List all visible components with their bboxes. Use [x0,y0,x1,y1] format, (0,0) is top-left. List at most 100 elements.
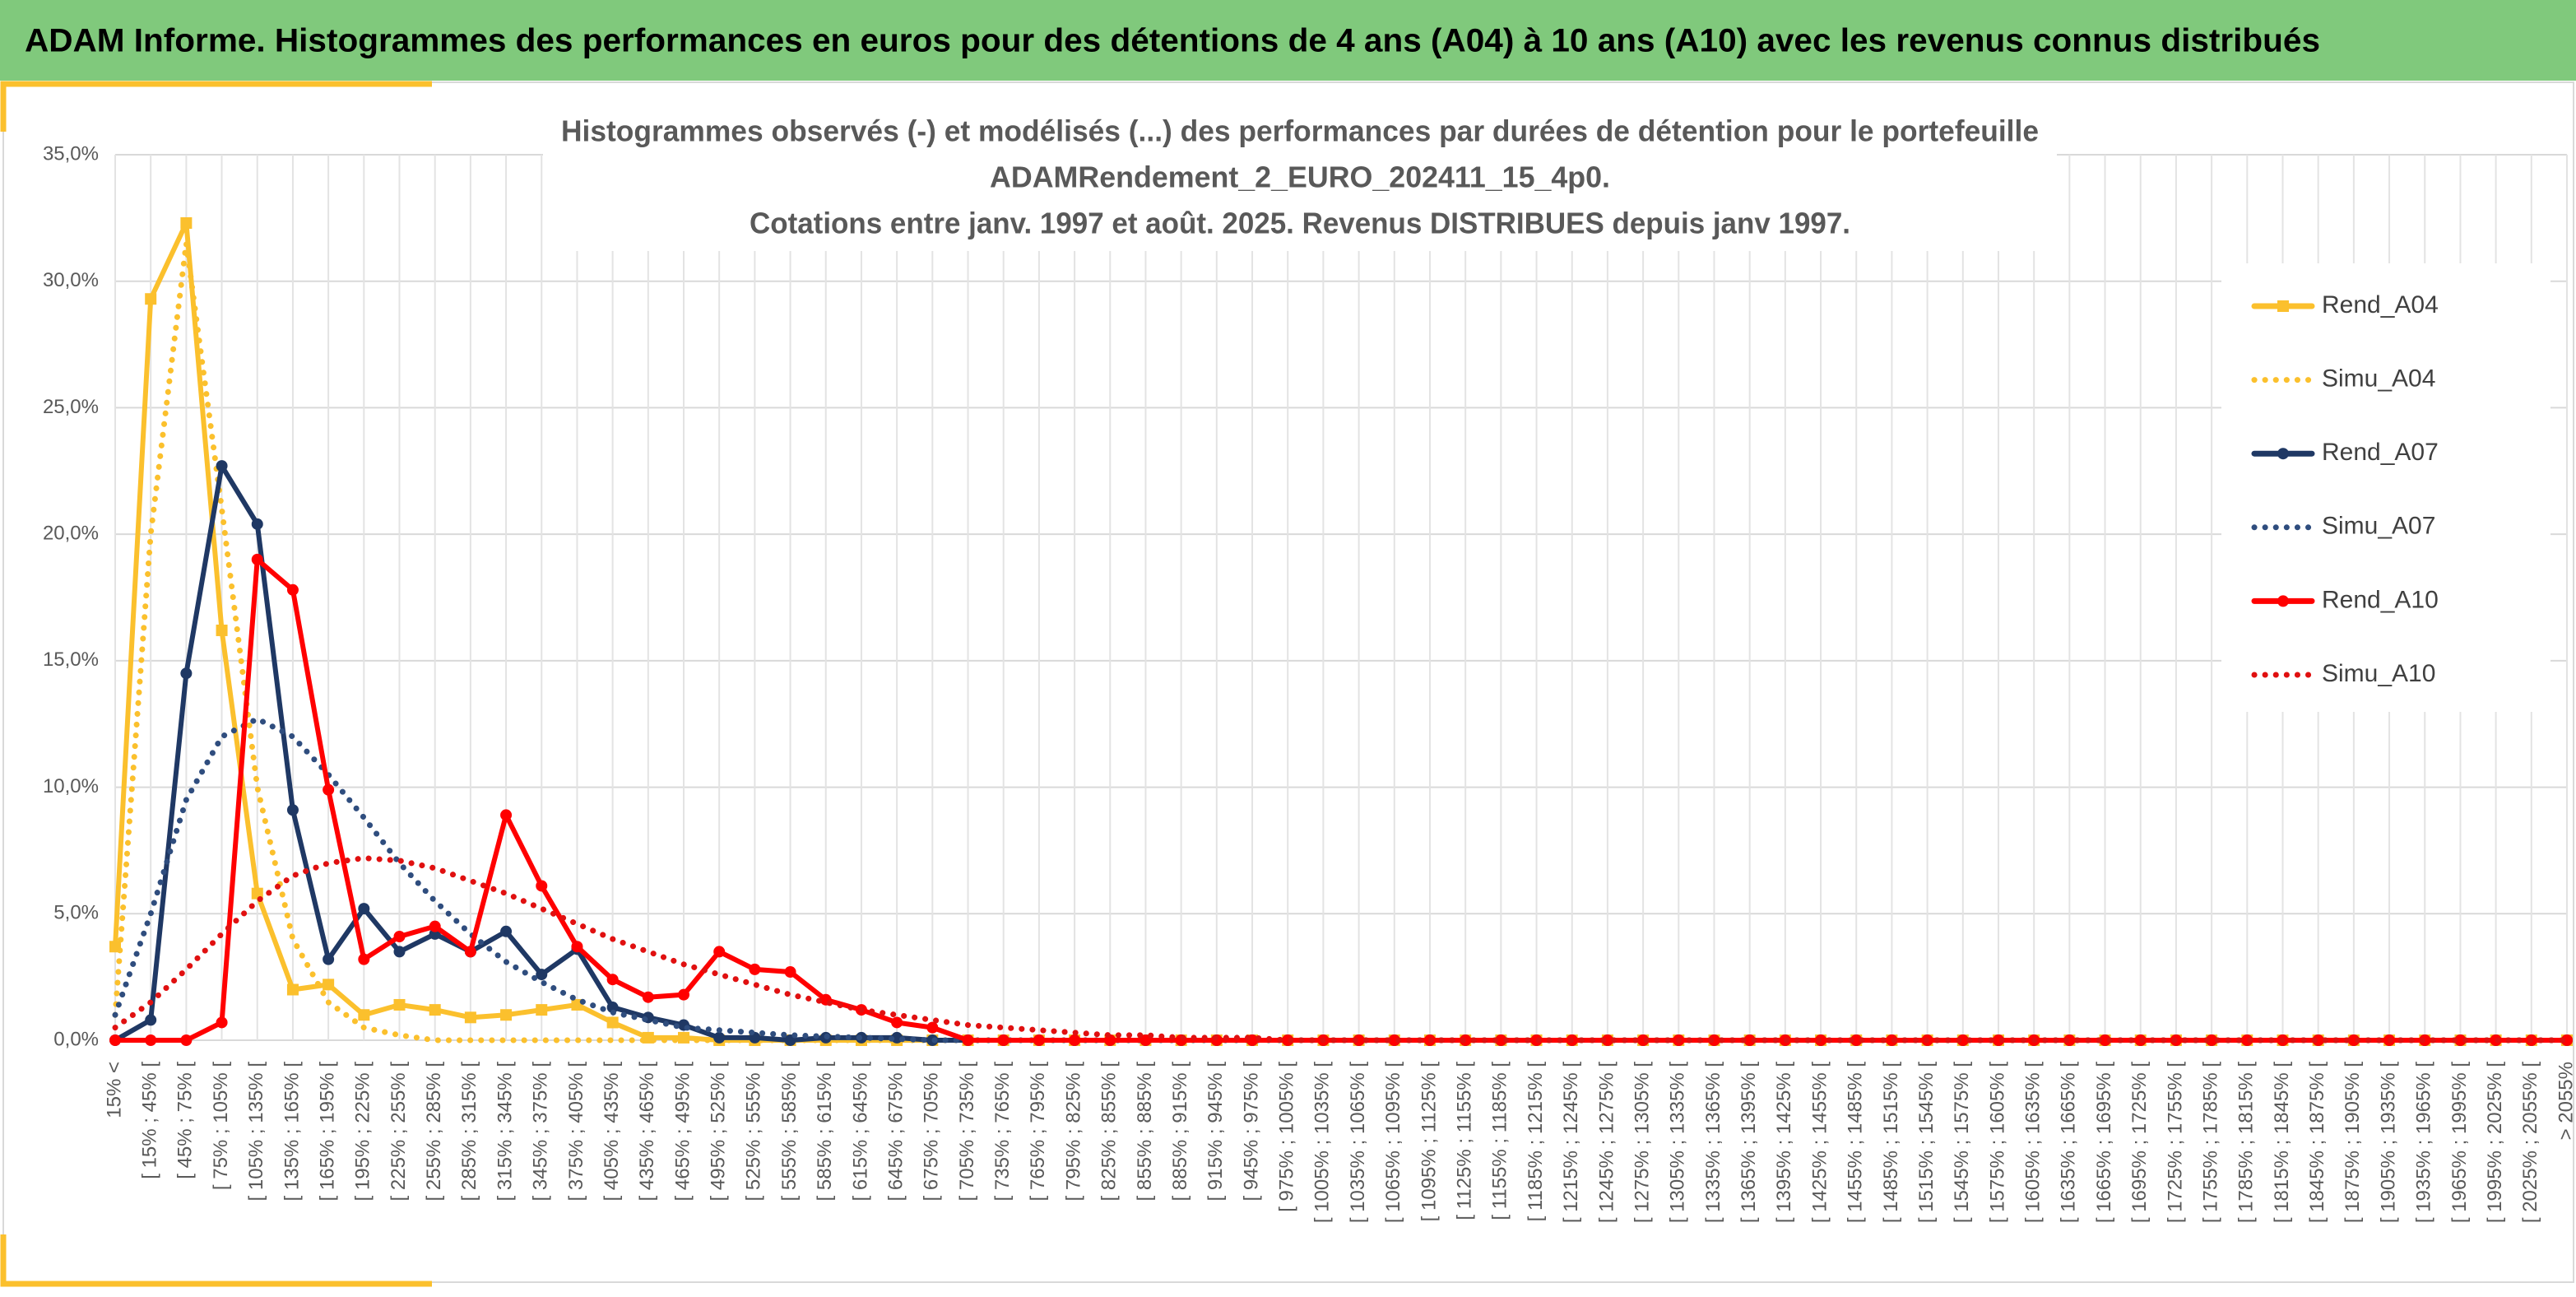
x-tick-label: [ 1185% ; 1215% [ [1525,1062,1547,1222]
header-title: ADAM Informe. Histogrammes des performan… [25,23,2320,59]
marker [216,1016,228,1029]
y-tick-label: 10,0% [43,775,99,797]
marker [606,1016,619,1029]
x-tick-label: [ 615% ; 645% [ [849,1062,871,1202]
marker [997,1034,1010,1046]
marker [678,988,690,1001]
marker [1353,1034,1365,1046]
legend-label: Rend_A10 [2322,586,2439,613]
x-tick-label: [ 345% ; 375% [ [530,1062,552,1202]
x-tick-label: [ 1695% ; 1725% [ [2128,1062,2151,1223]
marker [216,460,228,472]
marker [358,953,370,965]
x-tick-label: [ 1605% ; 1635% [ [2022,1062,2045,1223]
x-tick-label: [ 1875% ; 1905% [ [2342,1062,2364,1223]
x-tick-label: [ 645% ; 675% [ [884,1062,907,1202]
series-line [112,855,2570,1044]
marker [571,941,583,953]
series-line [112,716,2570,1044]
x-tick-label: [ 795% ; 825% [ [1062,1062,1084,1202]
marker [500,925,513,937]
x-tick-label: > 2055% [2555,1062,2576,1140]
marker [180,1034,193,1046]
x-tick-label: [ 1335% ; 1365% [ [1702,1062,1724,1223]
x-tick-label: [ 375% ; 405% [ [565,1062,587,1202]
marker [606,974,619,986]
x-tick-label: [ 135% ; 165% [ [281,1062,303,1202]
legend-label: Simu_A10 [2322,660,2435,687]
legend-background [2221,263,2550,712]
marker [323,953,335,965]
y-tick-label: 15,0% [43,648,99,671]
marker [216,624,228,636]
marker [1388,1034,1400,1046]
marker [891,1016,903,1029]
marker [109,1034,121,1046]
x-tick-label: [ 1515% ; 1545% [ [1915,1062,1938,1223]
x-tick-label: [ 105% ; 135% [ [245,1062,267,1202]
x-tick-label: [ 285% ; 315% [ [458,1062,480,1202]
x-tick-label: [ 855% ; 885% [ [1134,1062,1156,1202]
x-tick-label: [ 1005% ; 1035% [ [1311,1062,1334,1223]
x-tick-label: [ 165% ; 195% [ [316,1062,338,1202]
marker [1282,1034,1294,1046]
x-tick-label: [ 495% ; 525% [ [708,1062,730,1202]
marker [286,983,299,996]
marker [251,553,263,565]
marker [713,1031,726,1044]
x-tick-label: [ 705% ; 735% [ [956,1062,978,1202]
x-tick-label: [ 1275% ; 1305% [ [1631,1062,1653,1223]
x-tick-label: [ 915% ; 945% [ [1204,1062,1227,1202]
x-tick-label: [ 1365% ; 1395% [ [1738,1062,1760,1223]
x-tick-label: [ 1725% ; 1755% [ [2164,1062,2186,1223]
legend-marker [2277,448,2289,460]
header-band [0,0,2576,81]
marker [642,991,654,1003]
x-tick-label: [ 1035% ; 1065% [ [1347,1062,1369,1223]
x-tick-label: [ 675% ; 705% [ [921,1062,943,1202]
x-tick-label: [ 1215% ; 1245% [ [1560,1062,1582,1223]
marker [145,293,157,305]
marker [926,1021,939,1034]
x-tick-label: [ 45% ; 75% [ [174,1062,197,1179]
legend-marker [2277,595,2289,607]
marker [962,1034,974,1046]
x-tick-label: [ 1575% ; 1605% [ [1986,1062,2008,1223]
x-tick-label: [ 945% ; 975% [ [1240,1062,1262,1202]
marker [464,946,476,958]
corner-accent [0,81,432,132]
x-tick-label: [ 585% ; 615% [ [814,1062,836,1202]
marker [1850,1034,1863,1046]
x-tick-label: [ 75% ; 105% [ [210,1062,232,1190]
marker [606,1002,619,1014]
legend-label: Simu_A07 [2322,513,2435,540]
x-tick-label: [ 1965% ; 1995% [ [2448,1062,2471,1223]
marker [358,1009,370,1021]
marker [1637,1034,1650,1046]
plot: Rend_A04 Simu_A04 Rend_A07 Simu_A07 Rend_A10… [109,217,2573,1046]
marker [464,1011,476,1024]
x-tick-label: [ 195% ; 225% [ [352,1062,374,1202]
title-background [543,107,2057,251]
marker [2099,1034,2111,1046]
x-tick-label: [ 435% ; 465% [ [636,1062,658,1202]
marker [429,1004,441,1016]
marker [1033,1034,1045,1046]
x-tick-label: [ 555% ; 585% [ [778,1062,801,1202]
chart-title: ADAMRendement_2_EURO_202411_15_4p0. [990,160,1610,194]
marker [286,583,299,596]
chart-frame [2,81,2574,1283]
y-tick-label: 25,0% [43,396,99,418]
marker [2312,1034,2324,1046]
x-tick-label: [ 465% ; 495% [ [671,1062,694,1202]
marker [180,217,193,230]
marker [713,946,726,958]
y-tick-label: 5,0% [53,902,99,924]
y-tick-label: 35,0% [43,142,99,165]
x-tick-label: [ 1545% ; 1575% [ [1951,1062,1973,1223]
marker [536,969,548,981]
x-tick-label: [ 1485% ; 1515% [ [1880,1062,1902,1223]
x-tick-label: [ 315% ; 345% [ [494,1062,516,1202]
y-tick-label: 0,0% [53,1028,99,1050]
